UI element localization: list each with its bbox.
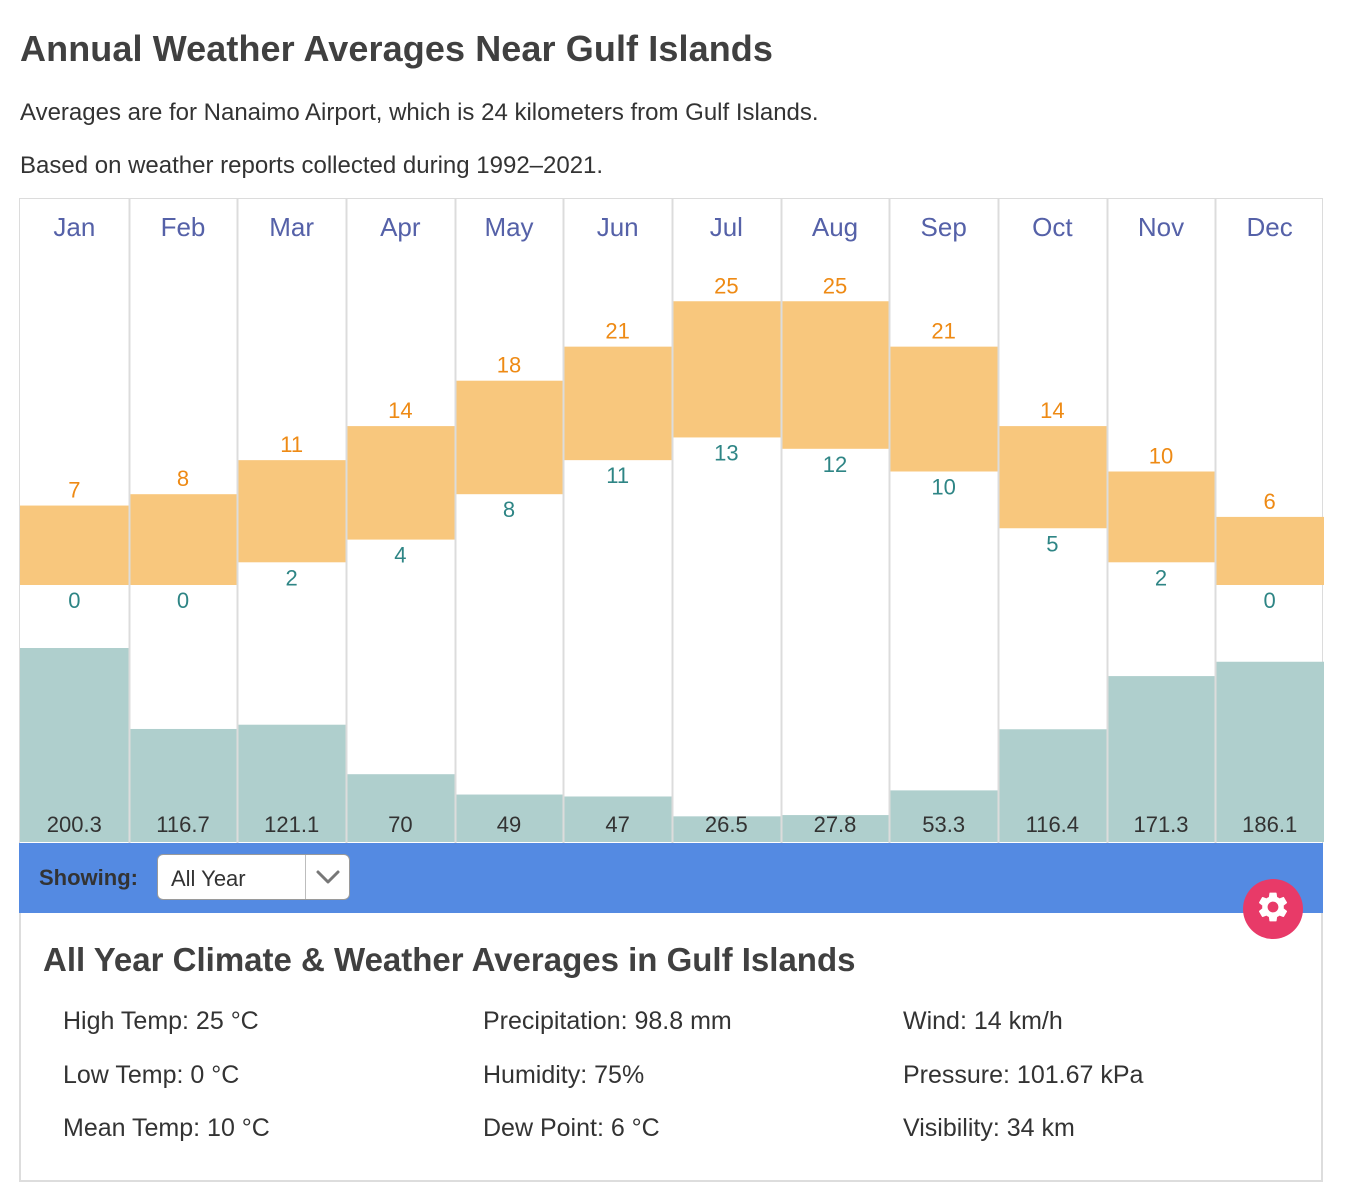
stat-wind: Wind: 14 km/h <box>903 1007 1063 1035</box>
high-temp-label-aug: 25 <box>823 273 847 298</box>
precip-label-jun: 47 <box>605 812 629 837</box>
gear-icon <box>1255 889 1291 930</box>
month-label-may: May <box>484 212 533 242</box>
stat-visibility: Visibility: 34 km <box>903 1114 1075 1142</box>
period-select-value: All Year <box>171 866 246 891</box>
month-label-apr: Apr <box>380 212 421 242</box>
month-label-nov: Nov <box>1138 212 1184 242</box>
precip-bar-may <box>454 794 564 842</box>
precip-bar-sep <box>889 790 998 842</box>
high-temp-label-mar: 11 <box>280 432 303 457</box>
temp-range-bar-mar <box>237 460 346 563</box>
precip-label-jul: 26.5 <box>705 812 748 837</box>
low-temp-label-dec: 0 <box>1264 588 1276 613</box>
summary-panel: All Year Climate & Weather Averages in G… <box>19 913 1323 1182</box>
high-temp-label-feb: 8 <box>177 466 189 491</box>
month-label-feb: Feb <box>161 212 206 242</box>
page-title: Annual Weather Averages Near Gulf Island… <box>20 28 773 69</box>
temp-range-bar-may <box>454 380 564 495</box>
high-temp-label-jan: 7 <box>68 478 80 503</box>
precip-label-nov: 171.3 <box>1133 812 1188 837</box>
period-toolbar: Showing: All Year <box>19 843 1323 913</box>
month-label-mar: Mar <box>269 212 314 242</box>
high-temp-label-oct: 14 <box>1040 398 1064 423</box>
low-temp-label-may: 8 <box>503 497 515 522</box>
precip-bar-apr <box>346 774 455 842</box>
precip-bar-feb <box>128 728 238 842</box>
precip-label-apr: 70 <box>388 812 412 837</box>
high-temp-label-apr: 14 <box>388 398 412 423</box>
low-temp-label-apr: 4 <box>394 543 406 568</box>
temp-range-bar-oct <box>998 426 1107 529</box>
precip-label-mar: 121.1 <box>264 812 319 837</box>
temp-range-bar-jul <box>672 301 781 438</box>
temp-range-bar-jan <box>20 505 129 585</box>
precip-bar-jul <box>672 816 781 842</box>
low-temp-label-aug: 12 <box>823 452 847 477</box>
temp-range-bar-feb <box>128 494 238 585</box>
chart-svg: Jan70200.3Feb80116.7Mar112121.1Apr14470M… <box>20 199 1324 844</box>
stat-dew-point: Dew Point: 6 °C <box>483 1114 660 1142</box>
precip-label-aug: 27.8 <box>814 812 857 837</box>
precip-label-jan: 200.3 <box>47 812 102 837</box>
stat-mean-temp: Mean Temp: 10 °C <box>63 1114 270 1142</box>
temp-range-bar-dec <box>1215 516 1324 585</box>
month-label-jul: Jul <box>710 212 743 242</box>
temp-range-bar-sep <box>889 346 998 472</box>
low-temp-label-mar: 2 <box>286 565 298 590</box>
stat-low-temp: Low Temp: 0 °C <box>63 1061 240 1089</box>
low-temp-label-jan: 0 <box>68 588 80 613</box>
temp-range-bar-apr <box>346 426 455 540</box>
low-temp-label-jul: 13 <box>714 440 738 465</box>
stat-precipitation: Precipitation: 98.8 mm <box>483 1007 732 1035</box>
select-divider <box>305 855 306 899</box>
high-temp-label-jul: 25 <box>714 273 738 298</box>
month-label-aug: Aug <box>812 212 858 242</box>
low-temp-label-sep: 10 <box>931 475 955 500</box>
low-temp-label-oct: 5 <box>1046 531 1058 556</box>
low-temp-label-nov: 2 <box>1155 565 1167 590</box>
precip-label-sep: 53.3 <box>922 812 965 837</box>
month-label-sep: Sep <box>921 212 967 242</box>
temp-range-bar-jun <box>563 346 672 461</box>
stat-high-temp: High Temp: 25 °C <box>63 1007 259 1035</box>
precip-label-feb: 116.7 <box>156 812 209 837</box>
monthly-weather-chart: Jan 7 0 200.3 Feb 8 0 116.7 Mar 11 2 121.1 Apr 14 4 70 M… <box>19 198 1324 844</box>
low-temp-label-feb: 0 <box>177 588 189 613</box>
precip-bar-oct <box>998 729 1107 842</box>
period-select[interactable]: All Year <box>157 854 350 900</box>
precip-bar-nov <box>1106 676 1216 842</box>
high-temp-label-sep: 21 <box>931 319 955 344</box>
stat-humidity: Humidity: 75% <box>483 1061 645 1089</box>
chevron-down-icon[interactable] <box>315 867 341 892</box>
temp-range-bar-nov <box>1106 471 1216 563</box>
temp-range-bar-aug <box>780 301 890 449</box>
high-temp-label-jun: 21 <box>605 319 629 344</box>
month-label-jun: Jun <box>597 212 639 242</box>
date-range-note: Based on weather reports collected durin… <box>20 152 604 179</box>
precip-bar-dec <box>1215 661 1324 842</box>
precip-bar-jun <box>563 796 672 842</box>
showing-label: Showing: <box>39 865 138 890</box>
month-label-oct: Oct <box>1032 212 1073 242</box>
precip-bar-mar <box>237 724 346 842</box>
month-label-dec: Dec <box>1247 212 1293 242</box>
precip-label-may: 49 <box>497 812 521 837</box>
precip-label-oct: 116.4 <box>1026 812 1079 837</box>
precip-label-dec: 186.1 <box>1242 812 1297 837</box>
high-temp-label-dec: 6 <box>1264 489 1276 514</box>
low-temp-label-jun: 11 <box>606 463 629 488</box>
precip-bar-aug <box>780 815 890 842</box>
precip-bar-jan <box>20 648 129 842</box>
settings-button[interactable] <box>1243 879 1303 939</box>
high-temp-label-nov: 10 <box>1149 444 1173 469</box>
stat-pressure: Pressure: 101.67 kPa <box>903 1061 1144 1089</box>
location-note: Averages are for Nanaimo Airport, which … <box>20 99 819 126</box>
month-label-jan: Jan <box>53 212 95 242</box>
summary-title: All Year Climate & Weather Averages in G… <box>43 941 856 978</box>
high-temp-label-may: 18 <box>497 353 521 378</box>
